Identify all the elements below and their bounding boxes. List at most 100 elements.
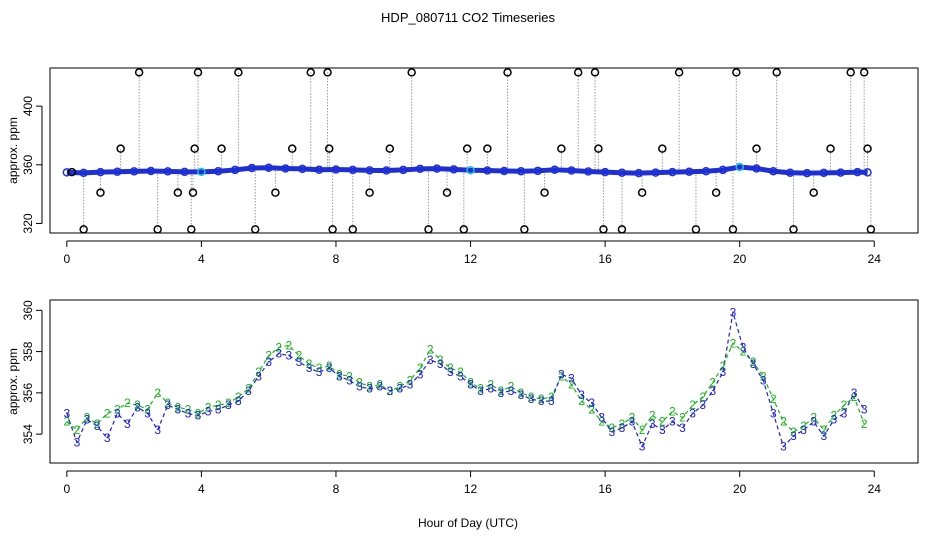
raw-point xyxy=(691,225,701,234)
series-2-marker: 2 xyxy=(124,396,131,410)
series-2-marker: 2 xyxy=(790,425,797,439)
series-2-marker: 2 xyxy=(619,417,626,431)
series-3-marker: 3 xyxy=(114,406,121,420)
mean-point xyxy=(129,167,139,176)
mean-point xyxy=(600,167,610,177)
series-2-marker: 2 xyxy=(659,415,666,429)
panel-top-plot-area xyxy=(62,68,876,234)
mean-point xyxy=(617,168,627,177)
series-3-marker: 3 xyxy=(487,382,494,396)
series-2-marker: 2 xyxy=(63,415,70,429)
series-3-marker: 3 xyxy=(750,357,757,371)
raw-point xyxy=(594,144,603,153)
panel-bottom-x-tick-label: 4 xyxy=(198,482,205,496)
panel-top-x-tick-label: 16 xyxy=(598,252,612,266)
panel-top-x-axis: 0 4 8 12 16 20 24 xyxy=(63,240,881,266)
series-2-marker: 2 xyxy=(477,382,484,396)
series-2-marker: 2 xyxy=(831,409,838,423)
series-2-marker: 2 xyxy=(195,406,202,420)
series-3-marker: 3 xyxy=(770,406,777,420)
raw-point xyxy=(674,68,684,77)
series-2-marker: 2 xyxy=(770,392,777,406)
series-3-marker: 3 xyxy=(568,371,575,385)
series-2-marker: 2 xyxy=(629,411,636,425)
mean-point xyxy=(499,166,509,176)
raw-point xyxy=(557,144,566,153)
mean-point xyxy=(718,165,728,175)
raw-point xyxy=(287,144,297,153)
series-2-marker: 2 xyxy=(175,400,182,414)
raw-point xyxy=(442,188,452,197)
series-3-marker: 3 xyxy=(649,417,656,431)
series-2-marker: 2 xyxy=(740,345,747,359)
mean-point xyxy=(331,165,341,174)
series-2-marker: 2 xyxy=(386,384,393,398)
series-3-marker: 3 xyxy=(225,398,232,412)
raw-point xyxy=(323,68,332,77)
panel-bottom-x-axis: 0 4 8 12 16 20 24 xyxy=(63,470,882,496)
series-2-marker: 2 xyxy=(447,361,454,375)
series-3-marker: 3 xyxy=(820,429,827,443)
mean-point xyxy=(399,165,408,175)
series-2-marker: 2 xyxy=(366,380,373,394)
series-3-marker: 3 xyxy=(296,355,303,369)
series-2-marker: 2 xyxy=(346,369,353,383)
series-3-marker: 3 xyxy=(831,413,838,427)
series-2-marker: 2 xyxy=(609,421,616,435)
mean-point xyxy=(180,167,189,177)
series-2-marker: 2 xyxy=(679,411,686,425)
series-3-marker: 3 xyxy=(63,406,70,420)
series-3-marker: 3 xyxy=(84,413,91,427)
raw-point xyxy=(462,144,472,153)
series-3-marker: 3 xyxy=(336,369,343,383)
raw-point xyxy=(772,68,781,77)
raw-point xyxy=(866,225,876,234)
mean-point xyxy=(230,165,240,175)
mean-point xyxy=(668,167,677,177)
series-3-marker: 3 xyxy=(851,386,858,400)
mean-point xyxy=(382,166,391,175)
series-2-marker: 2 xyxy=(780,415,787,429)
series-3-marker: 3 xyxy=(104,431,111,445)
series-2-marker: 2 xyxy=(225,396,232,410)
series-3-marker: 3 xyxy=(679,421,686,435)
series-2-marker: 2 xyxy=(376,378,383,392)
series-3-marker: 3 xyxy=(689,406,696,420)
series-2-marker: 2 xyxy=(578,394,585,408)
panel-bottom-x-tick-label: 20 xyxy=(733,482,747,496)
mean-point xyxy=(863,168,872,177)
raw-point xyxy=(407,68,416,77)
series-3-marker: 3 xyxy=(195,409,202,423)
series-2-marker: 2 xyxy=(326,359,333,373)
series-3-line xyxy=(66,312,865,449)
series-3-marker: 3 xyxy=(740,340,747,354)
raw-point xyxy=(328,225,337,234)
series-2-marker: 2 xyxy=(588,402,595,416)
raw-point xyxy=(752,144,761,153)
series-2-marker: 2 xyxy=(205,400,212,414)
panel-bottom-x-tick-label: 24 xyxy=(868,482,882,496)
series-2-marker: 2 xyxy=(275,340,282,354)
series-2-marker: 2 xyxy=(568,378,575,392)
mean-point xyxy=(163,167,173,176)
series-2-marker: 2 xyxy=(134,398,141,412)
series-3-marker: 3 xyxy=(316,365,323,379)
series-2-marker: 2 xyxy=(861,417,868,431)
series-3-marker: 3 xyxy=(720,365,727,379)
series-2-marker: 2 xyxy=(649,409,656,423)
series-3-marker: 3 xyxy=(588,396,595,410)
series-3-marker: 3 xyxy=(598,411,605,425)
raw-point xyxy=(193,68,203,77)
raw-point xyxy=(67,167,77,177)
series-3-marker: 3 xyxy=(578,388,585,402)
series-3-marker: 3 xyxy=(235,394,242,408)
series-3-marker: 3 xyxy=(376,380,383,394)
raw-point xyxy=(732,68,741,77)
panel-top-x-tick-label: 20 xyxy=(733,252,747,266)
raw-point xyxy=(217,144,226,153)
series-3-marker: 3 xyxy=(286,349,293,363)
raw-point xyxy=(573,68,583,77)
series-3-marker: 3 xyxy=(800,423,807,437)
